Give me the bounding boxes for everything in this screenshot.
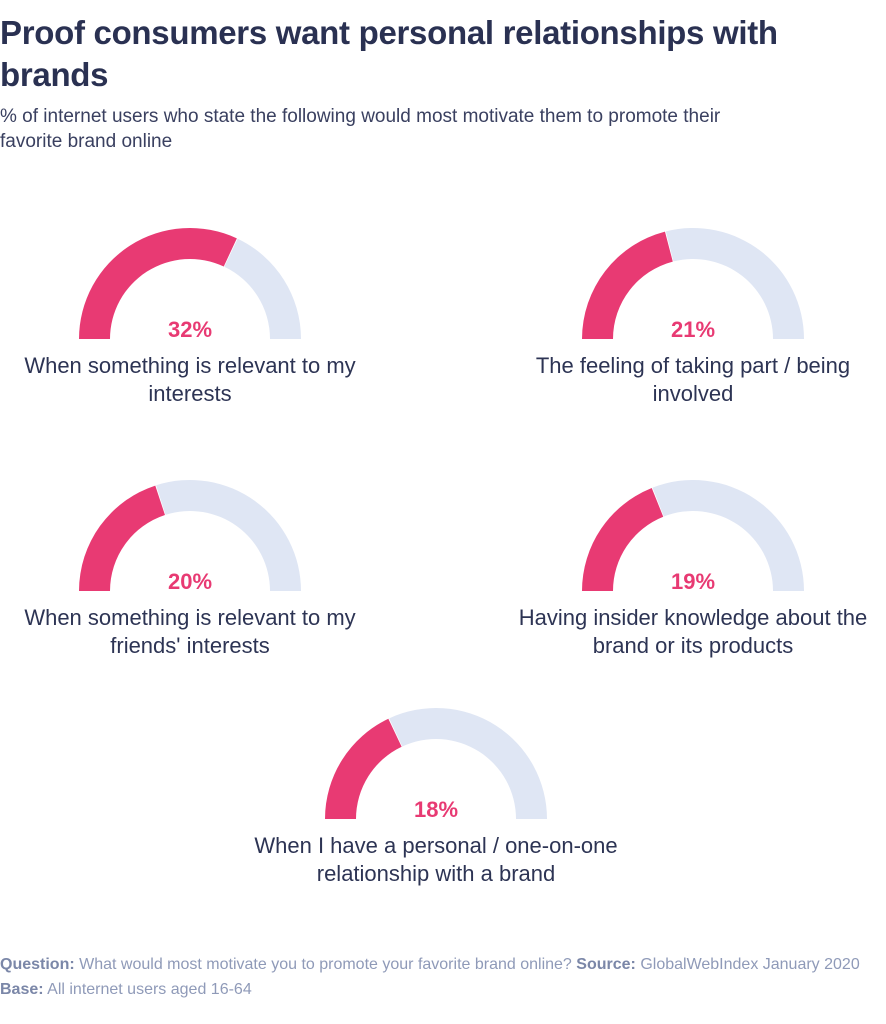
gauge-personal-relationship: 18% When I have a personal / one-on-one …: [254, 704, 618, 904]
gauge-arc: [79, 227, 301, 339]
gauge-label: When I have a personal / one-on-one rela…: [254, 833, 618, 886]
gauge-label: The feeling of taking part / being invol…: [535, 353, 851, 406]
gauge-value: 19%: [670, 569, 716, 594]
gauge-arc: [79, 480, 301, 591]
gauge-label: Having insider knowledge about the brand…: [518, 605, 868, 658]
gauge-relevant-interests: 32% When something is relevant to my int…: [24, 224, 356, 424]
gauge-label: When something is relevant to my friends…: [24, 605, 356, 658]
gauge-value: 20%: [167, 569, 213, 594]
gauge-value: 21%: [670, 317, 716, 342]
base-label: Base:: [0, 981, 44, 998]
question-label: Question:: [0, 956, 75, 973]
base-text: All internet users aged 16-64: [47, 981, 252, 998]
gauge-taking-part: 21% The feeling of taking part / being i…: [536, 224, 850, 424]
chart-footer: Question: What would most motivate you t…: [0, 952, 880, 1002]
gauge-arc: [582, 228, 804, 339]
chart-subtitle: % of internet users who state the follow…: [0, 106, 721, 152]
gauge-friends-interests: 20% When something is relevant to my fri…: [24, 476, 356, 676]
gauge-value: 32%: [167, 317, 213, 342]
chart-title: Proof consumers want personal relationsh…: [0, 14, 778, 93]
gauge-value: 18%: [413, 797, 459, 822]
gauge-insider-knowledge: 19% Having insider knowledge about the b…: [519, 476, 867, 676]
question-text: What would most motivate you to promote …: [79, 956, 572, 973]
source-label: Source:: [576, 956, 636, 973]
gauge-label: When something is relevant to my interes…: [24, 353, 356, 406]
source-text: GlobalWebIndex January 2020: [640, 956, 860, 973]
gauge-arc: [582, 480, 804, 591]
gauge-arc: [325, 708, 547, 819]
